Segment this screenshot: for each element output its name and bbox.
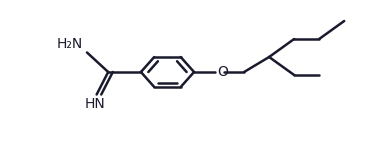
- Text: H₂N: H₂N: [57, 37, 83, 51]
- Text: O: O: [217, 65, 228, 79]
- Text: HN: HN: [84, 98, 105, 111]
